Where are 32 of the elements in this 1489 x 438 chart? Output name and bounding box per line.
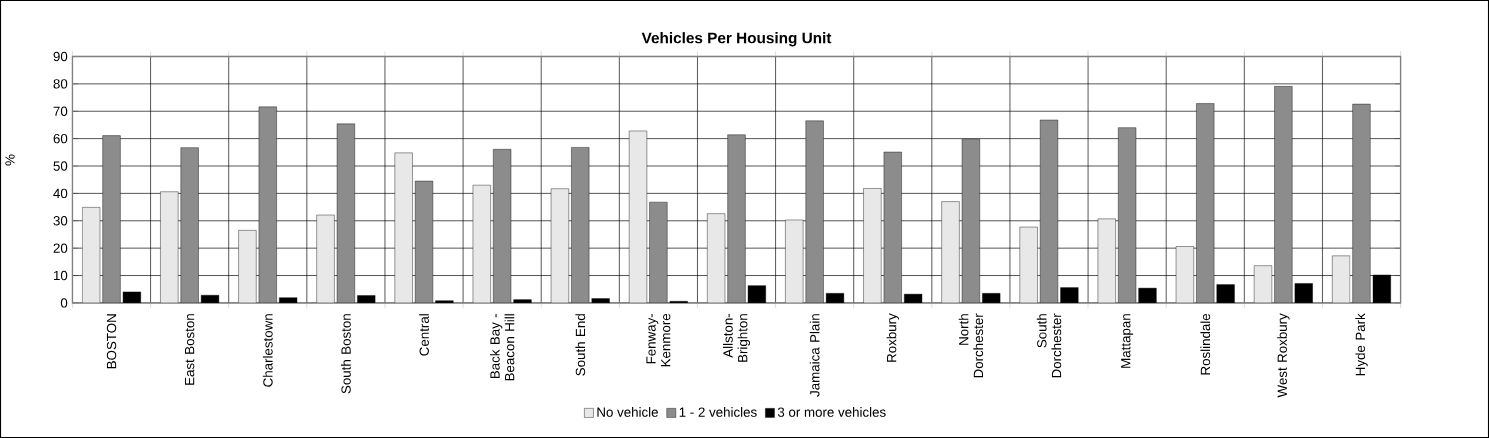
x-tick-label: Central	[419, 314, 429, 356]
y-tick-label: 50	[53, 161, 68, 171]
x-tick-label: Roslindale	[1200, 313, 1211, 375]
x-tick-label: Back Bay - Beacon Hill	[489, 313, 515, 381]
y-tick-label: 90	[53, 51, 68, 62]
y-tick-label: 80	[53, 79, 68, 89]
y-tick-label: 60	[53, 133, 68, 144]
x-tick-label: Fenway-Kenmore	[646, 313, 671, 367]
x-tick-label: Jamaica Plain	[809, 314, 820, 397]
x-tick-label: North Dorchester	[958, 313, 984, 378]
y-axis-title: %	[5, 154, 15, 166]
x-tick-label: BOSTON	[106, 314, 117, 369]
chart-title: Vehicles Per Housing Unit	[641, 32, 832, 47]
x-tick-label: South Dorchester	[1036, 313, 1062, 378]
y-tick-label: 0	[60, 298, 68, 308]
x-tick-label: West Roxbury	[1277, 313, 1290, 398]
y-tick-label: 40	[53, 188, 68, 199]
y-tick-label: 20	[53, 243, 68, 253]
x-tick-label: Hyde Park	[1355, 313, 1368, 376]
y-tick-label: 10	[53, 270, 68, 281]
x-tick-label: South Boston	[341, 314, 351, 394]
legend-label: No vehicle	[597, 407, 658, 417]
legend-label: 1 - 2 vehicles	[679, 407, 757, 417]
legend-label: 3 or more vehicles	[777, 407, 886, 417]
x-tick-label: Mattapan	[1121, 314, 1134, 368]
x-tick-label: South End	[575, 314, 586, 376]
x-tick-label: East Boston	[185, 314, 195, 385]
x-tick-label: Roxbury	[886, 313, 899, 362]
x-tick-label: Charlestown	[262, 314, 273, 387]
x-tick-label: Allston-Brighton	[722, 313, 751, 362]
y-tick-label: 30	[53, 216, 68, 226]
y-tick-label: 70	[53, 106, 68, 116]
